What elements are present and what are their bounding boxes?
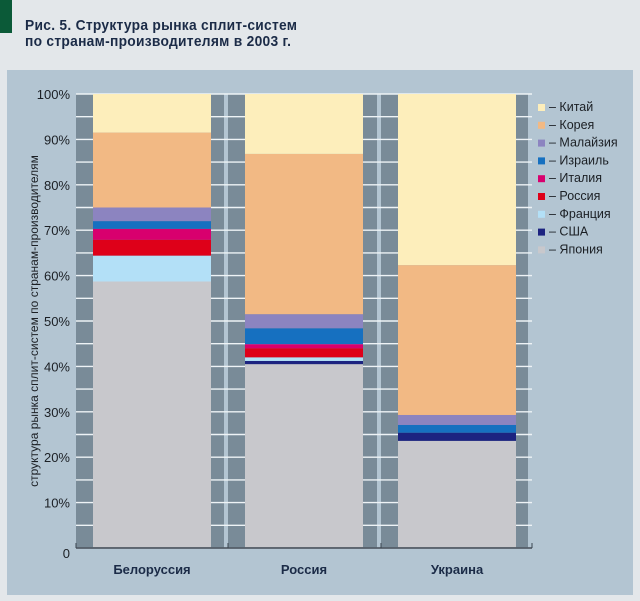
bar-segment bbox=[93, 221, 211, 229]
legend-label: – Малайзия bbox=[549, 136, 618, 150]
y-tick-label: 40% bbox=[44, 359, 70, 374]
y-tick-label: 20% bbox=[44, 450, 70, 465]
bar-segment bbox=[245, 364, 363, 548]
legend-swatch bbox=[538, 139, 545, 147]
bar-segment bbox=[398, 432, 516, 441]
legend-label: – Китай bbox=[549, 100, 593, 114]
y-tick-label: 30% bbox=[44, 405, 70, 420]
bar-segment bbox=[398, 414, 516, 425]
bar-segment bbox=[93, 239, 211, 256]
bar-segment bbox=[93, 228, 211, 240]
y-tick-label: 90% bbox=[44, 132, 70, 147]
bar-segment bbox=[398, 440, 516, 548]
legend-swatch bbox=[538, 121, 545, 129]
y-tick-label: 10% bbox=[44, 496, 70, 511]
bar-segment bbox=[245, 314, 363, 329]
legend-swatch bbox=[538, 210, 545, 218]
bar-segment bbox=[245, 94, 363, 154]
bar-segment bbox=[93, 207, 211, 222]
legend-label: – Россия bbox=[549, 189, 600, 203]
y-tick-label: 0 bbox=[63, 546, 70, 561]
title-line-2: по странам-производителям в 2003 г. bbox=[25, 33, 292, 50]
bar-segment bbox=[245, 360, 363, 365]
x-tick-label: Россия bbox=[281, 562, 327, 577]
bar-segment bbox=[93, 132, 211, 208]
y-tick-label: 50% bbox=[44, 314, 70, 329]
legend-swatch bbox=[538, 193, 545, 200]
title-line-1: Рис. 5. Структура рынка сплит-систем bbox=[25, 17, 298, 34]
legend-swatch bbox=[538, 104, 545, 111]
chart-title: Рис. 5. Структура рынка сплит-систем по … bbox=[25, 18, 297, 50]
legend-label: – Италия bbox=[549, 171, 602, 185]
legend-swatch bbox=[538, 175, 545, 183]
bar-segment bbox=[245, 153, 363, 315]
legend-label: – США bbox=[549, 225, 589, 239]
bar-segment bbox=[93, 94, 211, 133]
bar-segment bbox=[245, 348, 363, 358]
bar-segment bbox=[398, 94, 516, 266]
legend-label: – Япония bbox=[549, 242, 603, 256]
y-tick-label: 100% bbox=[37, 87, 71, 102]
y-axis-label: структура рынка сплит-систем по странам-… bbox=[27, 155, 41, 487]
bar-segment bbox=[245, 344, 363, 349]
bar-segment bbox=[245, 328, 363, 345]
y-tick-label: 60% bbox=[44, 269, 70, 284]
bar-segment bbox=[93, 255, 211, 282]
legend-label: – Франция bbox=[549, 207, 611, 221]
bar-segment bbox=[398, 265, 516, 415]
legend-swatch bbox=[538, 157, 545, 165]
legend-label: – Израиль bbox=[549, 153, 609, 167]
legend-label: – Корея bbox=[549, 118, 594, 132]
bar-segment bbox=[93, 281, 211, 548]
legend-swatch bbox=[538, 228, 545, 236]
legend-swatch bbox=[538, 246, 545, 254]
green-accent-bar bbox=[0, 0, 12, 33]
bar-segment bbox=[398, 424, 516, 433]
bar-segment bbox=[245, 357, 363, 361]
y-tick-label: 70% bbox=[44, 223, 70, 238]
x-tick-label: Белоруссия bbox=[113, 562, 190, 577]
y-tick-label: 80% bbox=[44, 178, 70, 193]
x-tick-label: Украина bbox=[431, 562, 484, 577]
